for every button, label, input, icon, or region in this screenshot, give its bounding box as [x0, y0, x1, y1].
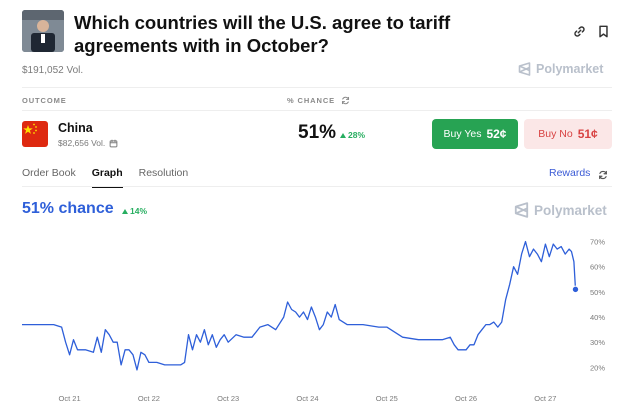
x-tick-label: Oct 22: [138, 394, 160, 403]
refresh-icon[interactable]: [598, 167, 608, 185]
series-line: [22, 240, 577, 371]
x-tick-label: Oct 26: [455, 394, 477, 403]
y-tick-label: 60%: [590, 263, 605, 272]
x-tick-label: Oct 24: [296, 394, 318, 403]
current-point: [571, 285, 580, 294]
outcome-chance: 51%: [298, 122, 337, 143]
polymarket-logo-icon: [514, 202, 529, 218]
buy-yes-label: Buy Yes: [443, 128, 482, 140]
chart-brand-name: Polymarket: [534, 202, 607, 218]
chart-change: 14%: [122, 206, 147, 216]
divider: [22, 110, 612, 111]
buy-no-button[interactable]: Buy No 51¢: [524, 119, 612, 149]
y-tick-label: 20%: [590, 363, 605, 372]
tab-bar: Order Book Graph Resolution: [22, 167, 189, 188]
rewards-link[interactable]: Rewards: [549, 167, 591, 179]
outcome-change-value: 28%: [348, 130, 366, 140]
tab-graph[interactable]: Graph: [91, 167, 123, 188]
price-chart[interactable]: 20% 30% 40% 50% 60% 70% Oct 21 Oct 22 Oct 23 Oct …: [0, 230, 620, 409]
market-volume: $191,052 Vol.: [22, 65, 84, 76]
brand-name: Polymarket: [536, 62, 604, 76]
calendar-icon: [109, 139, 118, 147]
y-tick-label: 30%: [590, 338, 605, 347]
tabs-divider: [22, 186, 612, 187]
china-flag-icon: [22, 121, 48, 147]
link-icon[interactable]: [570, 22, 588, 40]
chart-watermark: Polymarket: [514, 202, 607, 218]
buy-yes-price: 52¢: [486, 127, 507, 141]
chart-change-value: 14%: [130, 206, 148, 216]
market-thumbnail: [22, 10, 64, 52]
buy-no-price: 51¢: [577, 127, 598, 141]
bookmark-icon[interactable]: [594, 22, 612, 40]
x-tick-label: Oct 21: [59, 394, 81, 403]
chance-column-text: % CHANCE: [287, 96, 336, 105]
chance-column-label: % CHANCE: [287, 96, 350, 105]
chart-chance: 51% chance: [22, 200, 114, 217]
outcome-volume: $82,656 Vol.: [58, 138, 106, 148]
outcome-volume-wrap: $82,656 Vol.: [58, 138, 118, 148]
up-triangle-icon: [340, 132, 346, 138]
divider: [22, 87, 612, 88]
y-tick-label: 40%: [590, 313, 605, 322]
buy-yes-button[interactable]: Buy Yes 52¢: [432, 119, 518, 149]
buy-no-label: Buy No: [538, 128, 573, 140]
outcome-column-label: OUTCOME: [22, 96, 67, 105]
tab-order-book[interactable]: Order Book: [22, 167, 76, 179]
brand-watermark: Polymarket: [518, 62, 603, 76]
market-header: Which countries will the U.S. agree to t…: [22, 10, 612, 58]
tab-resolution[interactable]: Resolution: [138, 167, 189, 179]
y-tick-label: 70%: [590, 238, 605, 247]
polymarket-logo-icon: [518, 62, 531, 76]
up-triangle-icon: [122, 208, 128, 214]
x-tick-label: Oct 27: [534, 394, 556, 403]
outcome-change: 28%: [340, 130, 365, 140]
x-tick-label: Oct 25: [376, 394, 398, 403]
market-title: Which countries will the U.S. agree to t…: [74, 12, 451, 56]
refresh-icon: [342, 96, 350, 105]
x-tick-label: Oct 23: [217, 394, 239, 403]
y-tick-label: 50%: [590, 288, 605, 297]
outcome-name: China: [58, 121, 93, 135]
